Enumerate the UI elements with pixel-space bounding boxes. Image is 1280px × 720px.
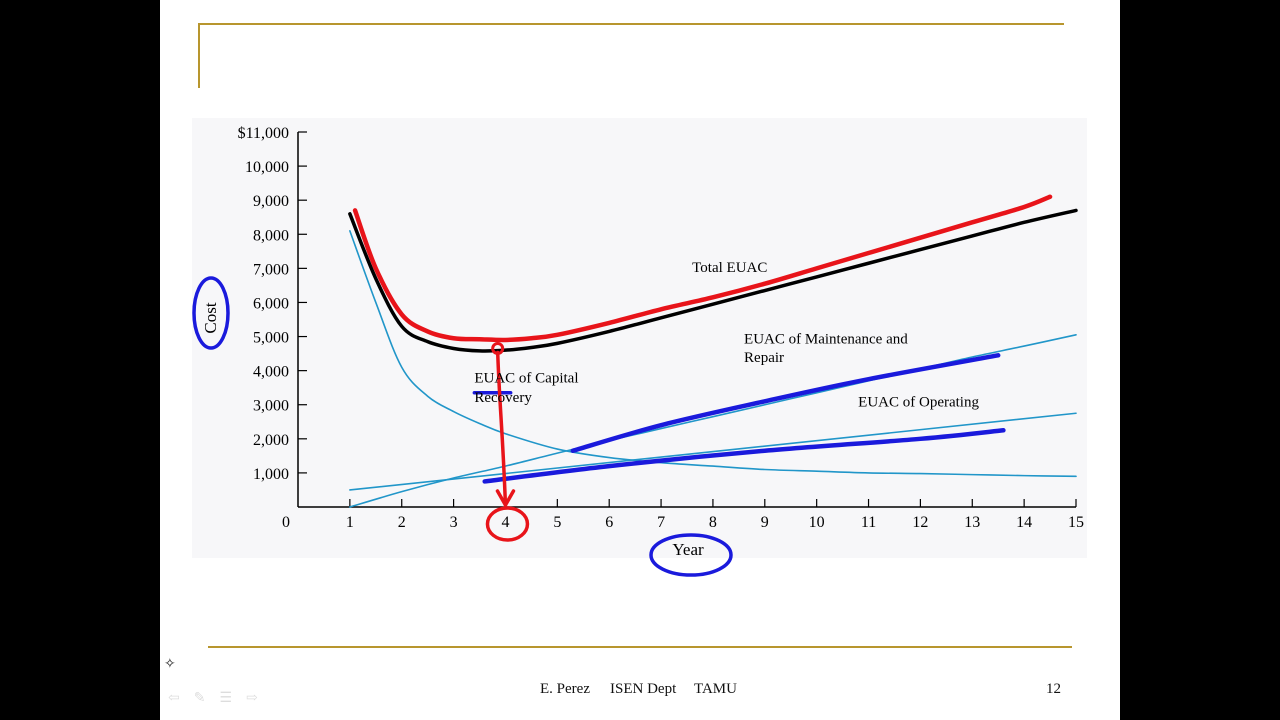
x-tick-label: 9 bbox=[761, 514, 769, 531]
prev-arrow-icon[interactable]: ⇦ bbox=[168, 691, 194, 706]
blue-year-circle bbox=[649, 533, 733, 577]
curve-annotation: EUAC of Operating bbox=[858, 394, 979, 410]
y-tick-label: 10,000 bbox=[245, 159, 289, 176]
footer-school: TAMU bbox=[694, 681, 737, 697]
x-tick-label: 10 bbox=[809, 514, 825, 531]
maintenance-repair-line bbox=[349, 334, 1077, 508]
x-tick-label: 2 bbox=[398, 514, 406, 531]
series-layer bbox=[348, 208, 1078, 508]
y-tick-label: 2,000 bbox=[253, 432, 289, 449]
curve-annotation: Total EUAC bbox=[692, 260, 767, 276]
x-tick-label: 12 bbox=[912, 514, 928, 531]
footer-author: E. Perez bbox=[540, 681, 590, 697]
next-arrow-icon[interactable]: ⇨ bbox=[246, 691, 272, 706]
menu-icon[interactable]: ☰ bbox=[219, 691, 247, 706]
y-tick-label: 5,000 bbox=[253, 330, 289, 347]
blue-maintenance-trace bbox=[570, 353, 1001, 453]
y-tick-label: 4,000 bbox=[253, 364, 289, 381]
curve-annotation: Recovery bbox=[474, 390, 532, 406]
blue-cost-circle bbox=[192, 276, 230, 350]
slide: $11,000 10,000 9,000 8,000 7,000 6,000 5,000 4,… bbox=[160, 0, 1120, 720]
x-tick-label: 15 bbox=[1068, 514, 1084, 531]
top-rule bbox=[200, 23, 1064, 25]
y-tick-label: 8,000 bbox=[253, 227, 289, 244]
x-axis-label: Year bbox=[672, 540, 704, 559]
red-year-4-circle bbox=[485, 506, 530, 542]
y-axis-label: Cost bbox=[201, 302, 220, 333]
x-tick-label: 1 bbox=[346, 514, 354, 531]
bottom-rule bbox=[208, 646, 1072, 648]
slide-nav-icons[interactable]: ⇦✎☰⇨ bbox=[168, 690, 272, 707]
x-tick-label: 8 bbox=[709, 514, 717, 531]
red-total-trace bbox=[352, 194, 1053, 343]
x-tick-label: 7 bbox=[657, 514, 665, 531]
operating-line bbox=[349, 412, 1077, 491]
pen-icon[interactable]: ✎ bbox=[193, 691, 220, 706]
x-tick-label: 4 bbox=[501, 514, 509, 531]
curve-annotation: EUAC of Maintenance and bbox=[744, 331, 908, 347]
x-tick-label: 5 bbox=[553, 514, 561, 531]
page-number: 12 bbox=[1046, 681, 1061, 697]
blue-operating-trace bbox=[482, 428, 1006, 484]
left-rule bbox=[198, 23, 200, 88]
chart-background bbox=[192, 118, 1087, 558]
red-drop-arrow bbox=[495, 350, 508, 507]
curve-annotation: Repair bbox=[744, 350, 784, 366]
footer-dept: ISEN Dept bbox=[610, 681, 677, 697]
curve-annotations: Total EUAC EUAC of Maintenance and Repair E… bbox=[474, 260, 979, 411]
x-tick-label: 13 bbox=[964, 514, 980, 531]
y-tick-label: 1,000 bbox=[253, 466, 289, 483]
y-tick-label: 3,000 bbox=[253, 398, 289, 415]
y-tick-label: 7,000 bbox=[253, 261, 289, 278]
red-arrowhead bbox=[495, 489, 516, 507]
handwritten-markup bbox=[192, 194, 1053, 577]
axes: $11,000 10,000 9,000 8,000 7,000 6,000 5,000 4,… bbox=[201, 125, 1084, 559]
x-tick-label: 0 bbox=[282, 514, 290, 531]
diamond-bullet-icon: ✧ bbox=[164, 657, 176, 672]
x-tick-label: 3 bbox=[450, 514, 458, 531]
x-tick-label: 14 bbox=[1016, 514, 1032, 531]
curve-annotation: EUAC of Capital bbox=[474, 371, 578, 387]
x-tick-label: 11 bbox=[861, 514, 876, 531]
x-tick-label: 6 bbox=[605, 514, 613, 531]
total-euac-line bbox=[348, 208, 1078, 353]
y-tick-label: $11,000 bbox=[238, 125, 289, 142]
y-tick-label: 9,000 bbox=[253, 193, 289, 210]
cost-chart: $11,000 10,000 9,000 8,000 7,000 6,000 5,000 4,… bbox=[192, 118, 1087, 577]
y-tick-label: 6,000 bbox=[253, 295, 289, 312]
